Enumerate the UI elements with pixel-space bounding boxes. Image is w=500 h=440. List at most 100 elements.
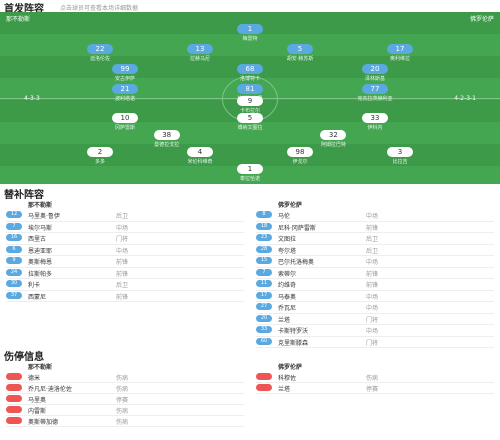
row-bg[interactable] [6, 222, 244, 233]
icon [6, 395, 22, 402]
row-bg[interactable] [6, 383, 244, 394]
player-marker[interactable]: 13 [187, 44, 213, 54]
player-marker[interactable]: 22 [87, 44, 113, 54]
player-marker[interactable]: 77 [362, 84, 388, 94]
pitch: 那不勒斯 佛罗伦萨 4-3-3 4-2-3-1 1 梅雷特 22 迪洛伦佐 13 拉赫马尼 5 胡安·… [0, 12, 500, 184]
player-marker[interactable]: 4 [187, 147, 213, 157]
icon [6, 406, 22, 413]
row-bg[interactable] [256, 302, 494, 314]
player-marker[interactable]: 5 [237, 113, 263, 123]
icon [6, 373, 22, 380]
row-bg[interactable] [256, 222, 494, 233]
player-marker[interactable]: 81 [237, 84, 263, 94]
player-number: 28 [256, 245, 272, 253]
player-number: 27 [256, 303, 272, 310]
row-bg[interactable] [6, 405, 244, 416]
row-bg[interactable] [6, 291, 244, 302]
player-marker[interactable]: 3 [387, 147, 413, 157]
section-title: 伤停信息 [4, 352, 44, 363]
player-info: 后卫 [116, 213, 129, 220]
player-number: 20 [256, 314, 272, 322]
player-marker[interactable]: 68 [237, 64, 263, 74]
player-marker[interactable]: 9 [237, 96, 263, 106]
row-bg[interactable] [6, 394, 244, 405]
player-name: 胡安·赫苏斯 [286, 56, 314, 62]
row-bg[interactable] [256, 337, 494, 348]
row-bg[interactable] [6, 233, 244, 245]
player-name: 夸尔塔 [278, 247, 297, 255]
player-info: 后卫 [116, 282, 129, 289]
player-name: 兰塔 [278, 386, 291, 393]
player-number: 37 [6, 291, 22, 299]
player-marker[interactable]: 98 [287, 147, 313, 157]
player-info: 前锋 [116, 270, 129, 278]
player-number: 23 [256, 234, 272, 241]
row-bg[interactable] [256, 314, 494, 325]
icon [6, 417, 22, 424]
formation: 4-2-3-1 [454, 95, 476, 102]
team-name: 佛罗伦萨 [278, 202, 303, 209]
team-name: 佛罗伦萨 [469, 16, 494, 23]
player-marker[interactable]: 1 [237, 164, 263, 174]
row-bg[interactable] [6, 416, 244, 427]
row-bg[interactable] [6, 256, 244, 268]
row-bg[interactable] [256, 245, 494, 256]
player-name: 索蒂尔 [278, 270, 297, 278]
icon [256, 384, 272, 391]
player-name: 内雷斯 [28, 408, 47, 415]
player-name: 德米 [28, 375, 41, 382]
row-bg[interactable] [256, 383, 494, 394]
row-bg[interactable] [6, 279, 244, 291]
player-number: 6 [6, 245, 22, 253]
row-bg[interactable] [256, 233, 494, 245]
player-info: 伤病 [116, 386, 129, 393]
player-marker[interactable]: 38 [153, 130, 180, 140]
player-number: 18 [256, 222, 272, 230]
player-info: 伤病 [116, 419, 129, 426]
player-marker[interactable]: 32 [320, 130, 347, 140]
player-number: 9 [6, 257, 22, 264]
player-name: 马里奥 [28, 397, 47, 404]
row-bg[interactable] [6, 245, 244, 256]
player-marker[interactable]: 20 [362, 64, 388, 74]
player-name: 伊科内 [367, 125, 383, 131]
player-info: 中场 [366, 305, 379, 312]
player-info: 前锋 [116, 259, 129, 266]
player-name: 克里斯滕森 [278, 339, 309, 347]
player-marker[interactable]: 5 [287, 44, 313, 54]
row-bg[interactable] [256, 256, 494, 268]
player-number: 15 [256, 257, 272, 264]
player-name: 马里奥·鲁伊 [28, 213, 60, 220]
row-bg[interactable] [6, 210, 244, 222]
row-bg[interactable] [256, 210, 494, 222]
player-number: 12 [6, 211, 22, 218]
player-number: 7 [6, 222, 22, 230]
player-info: 中场 [366, 328, 379, 335]
player-marker[interactable]: 10 [112, 113, 138, 123]
row-bg[interactable] [256, 291, 494, 302]
player-name: 波利塔诺 [114, 96, 135, 102]
row-bg[interactable] [6, 268, 244, 279]
row-bg[interactable] [256, 372, 494, 383]
player-name: 埃尔马斯 [28, 224, 53, 232]
player-marker[interactable]: 1 [237, 24, 263, 34]
player-name: 卡布拉尔 [239, 108, 260, 114]
player-name: 克瓦拉茨赫利亚 [357, 96, 393, 102]
player-name: 西里古 [28, 236, 47, 243]
row-bg[interactable] [6, 372, 244, 383]
player-info: 前锋 [366, 224, 379, 232]
player-number: 60 [256, 337, 272, 345]
formation: 4-3-3 [24, 95, 40, 102]
player-marker[interactable]: 2 [87, 147, 113, 157]
row-bg[interactable] [256, 279, 494, 291]
player-marker[interactable]: 21 [112, 84, 138, 94]
player-name: 巴尔托洛梅奥 [278, 259, 315, 266]
player-marker[interactable]: 17 [387, 44, 413, 54]
player-marker[interactable]: 99 [112, 64, 138, 74]
player-marker[interactable]: 33 [362, 113, 388, 123]
player-number: 24 [6, 268, 22, 276]
row-bg[interactable] [256, 325, 494, 337]
player-name: 科穆佐 [278, 375, 297, 382]
row-bg[interactable] [256, 268, 494, 279]
subtitle: 点击球员可查看本场详细数据 [60, 5, 139, 12]
